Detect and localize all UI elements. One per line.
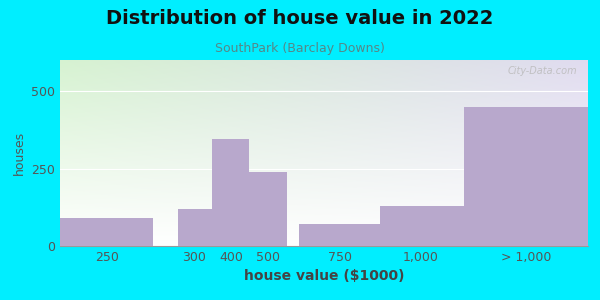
Text: City-Data.com: City-Data.com [508,66,577,76]
Text: Distribution of house value in 2022: Distribution of house value in 2022 [106,9,494,28]
Bar [212,139,250,246]
Bar [299,224,380,246]
Bar [60,218,153,246]
Bar [250,172,287,246]
Y-axis label: houses: houses [13,131,26,175]
Bar [178,209,212,246]
Bar [380,206,464,246]
X-axis label: house value ($1000): house value ($1000) [244,269,404,284]
Text: SouthPark (Barclay Downs): SouthPark (Barclay Downs) [215,42,385,55]
Bar [464,106,588,246]
